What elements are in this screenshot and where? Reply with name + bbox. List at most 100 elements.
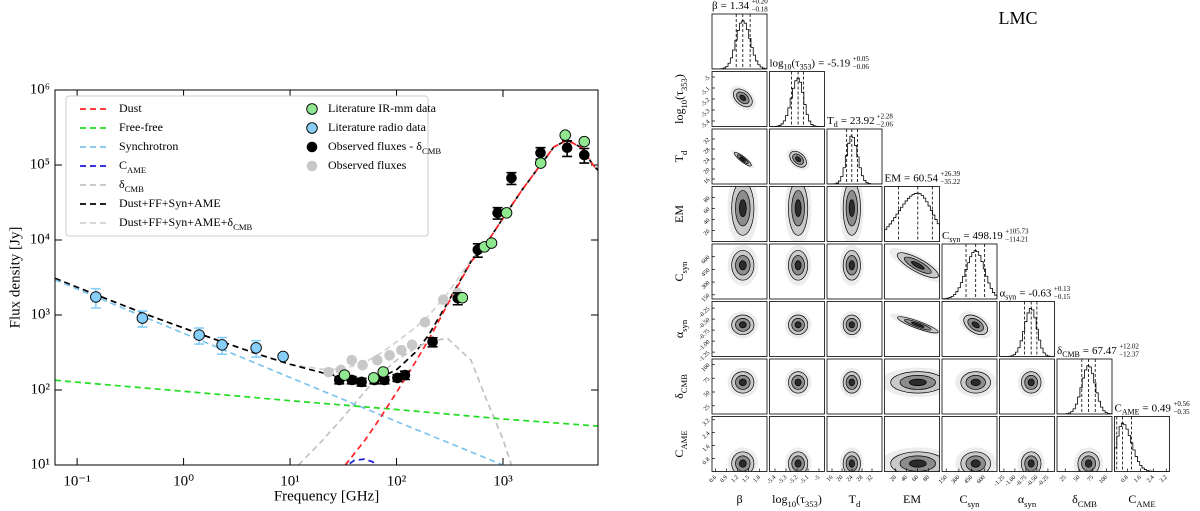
contour	[970, 378, 981, 387]
legend-label: Observed fluxes	[328, 158, 407, 172]
x-axis-label: αsyn	[1018, 492, 1037, 509]
contour	[794, 199, 802, 218]
y-tick-label: 50	[703, 390, 711, 398]
y-tick-label: 20	[703, 229, 711, 237]
panel-frame	[826, 186, 883, 242]
equals-sign: =	[1142, 402, 1148, 414]
corner-panel	[727, 244, 759, 286]
y-tick-label: 100	[701, 363, 712, 374]
corner-panel	[727, 447, 759, 472]
text-segment: 353	[679, 78, 689, 91]
text-segment: d	[834, 120, 838, 129]
data-point	[427, 336, 438, 348]
corner-panel	[839, 311, 864, 339]
data-point	[356, 376, 367, 388]
x-tick-label: 1.2	[731, 475, 741, 485]
y-tick-label: 32	[703, 137, 711, 145]
x-tick-label: -0.50	[1026, 475, 1039, 488]
data-point	[372, 354, 383, 366]
data-point	[492, 207, 503, 219]
legend-label: CAME	[119, 158, 146, 175]
text-segment: C	[1128, 492, 1136, 506]
minus-error: −0.35	[1173, 408, 1190, 416]
data-point	[534, 157, 547, 169]
histogram	[827, 135, 882, 184]
param-title: log10(τ353) = -5.19	[770, 57, 851, 72]
contour	[739, 94, 747, 102]
text-segment: Observed fluxes	[328, 158, 407, 172]
histogram	[884, 192, 940, 242]
y-tick-label: 600	[701, 255, 712, 266]
data-point	[136, 312, 149, 324]
text-segment: C	[672, 450, 686, 458]
corner-panel	[769, 71, 825, 127]
panel-frame	[711, 358, 768, 415]
minus-error: −114.21	[1005, 236, 1028, 244]
corner-panel	[786, 148, 810, 171]
panel-frame	[999, 416, 1055, 472]
text-segment: syn	[968, 499, 981, 509]
x-tick-label: 75	[1087, 475, 1095, 483]
param-title: δCMB = 67.47	[1057, 345, 1117, 360]
corner-panel	[1017, 367, 1045, 398]
x-tick-label: 300	[951, 475, 962, 486]
histogram	[999, 308, 1055, 357]
median-value: 1.34	[730, 0, 750, 12]
contour	[794, 459, 802, 468]
y-tick-label: -5.3	[700, 108, 711, 119]
minus-error: −35.22	[940, 178, 960, 186]
panel-frame	[711, 243, 768, 300]
legend-label: Synchrotron	[119, 139, 178, 153]
text-segment: C	[119, 158, 127, 172]
corner-title: LMC	[998, 8, 1037, 28]
y-axis-label: Flux density [Jy]	[7, 227, 23, 329]
legend-marker	[306, 103, 318, 115]
corner-panel	[784, 447, 812, 472]
contour	[739, 156, 746, 162]
param-title: Td = 23.92	[827, 115, 875, 130]
x-axis-label: CAME	[1128, 492, 1155, 509]
x-tick-label: 1.8	[753, 475, 763, 485]
equals-sign: =	[1019, 287, 1025, 299]
data-point	[506, 172, 517, 184]
x-tick-label: 24	[846, 475, 854, 483]
y-tick-label: 0.8	[702, 457, 712, 467]
corner-panel	[712, 14, 767, 69]
y-tick-label: 10⁴	[30, 231, 50, 247]
panel-frame	[941, 358, 998, 415]
text-segment: EM	[903, 492, 921, 506]
y-tick-label: 2.4	[702, 431, 712, 441]
panel-frame	[884, 358, 940, 415]
x-tick-label: 16	[826, 475, 834, 483]
data-point	[419, 316, 431, 328]
text-segment: CMB	[1078, 499, 1097, 509]
y-tick-label: 450	[701, 268, 712, 279]
text-segment: δ	[119, 177, 125, 191]
corner-panel	[727, 311, 759, 339]
x-axis-label: EM	[903, 492, 921, 506]
panel-frame	[769, 71, 825, 127]
y-axis-label: log10(τ353)	[672, 74, 689, 124]
y-tick-label: 20	[703, 167, 711, 175]
param-title: αsyn = -0.63	[1000, 287, 1052, 302]
text-segment: CMB	[125, 184, 144, 194]
contour	[971, 321, 980, 329]
x-tick-label: 10⁰	[173, 473, 194, 489]
corner-panel	[839, 367, 864, 398]
panel-frame	[826, 416, 883, 472]
corner-panel	[889, 313, 940, 337]
x-tick-label: 50	[1073, 475, 1081, 483]
legend-label: Literature radio data	[328, 120, 427, 134]
x-tick-label: 1.5	[742, 475, 752, 485]
minus-error: −0.06	[853, 63, 870, 71]
y-axis-label: Csyn	[672, 261, 689, 282]
panel-frame	[769, 128, 825, 185]
x-tick-label: 60	[911, 475, 919, 483]
y-axis-label: EM	[672, 205, 686, 223]
plus-error: +26.39	[940, 170, 960, 178]
contour	[795, 156, 802, 163]
corner-panel	[731, 149, 755, 169]
y-tick-label: -5	[704, 75, 712, 83]
y-tick-label: 150	[701, 293, 712, 304]
corner-panel	[839, 447, 864, 472]
